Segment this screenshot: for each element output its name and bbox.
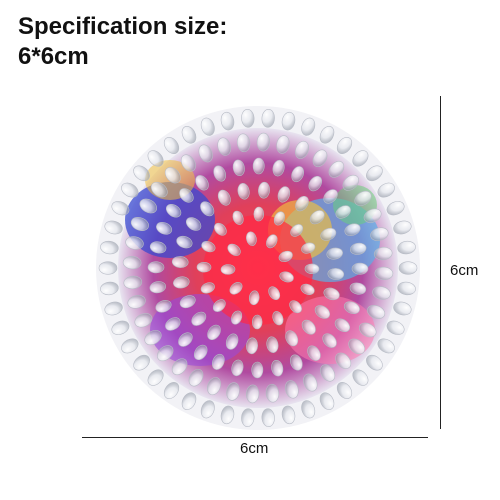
spec-title: Specification size: 6*6cm [18,12,227,72]
ball-bead-texture [98,109,418,427]
height-dimension-line [440,96,441,429]
height-dimension-label: 6cm [450,262,479,279]
spec-title-line1: Specification size: [18,13,228,40]
spec-title-line2: 6*6cm [18,43,89,70]
width-dimension-line [82,437,428,438]
width-dimension-label: 6cm [240,440,269,457]
ball-core [96,106,420,430]
